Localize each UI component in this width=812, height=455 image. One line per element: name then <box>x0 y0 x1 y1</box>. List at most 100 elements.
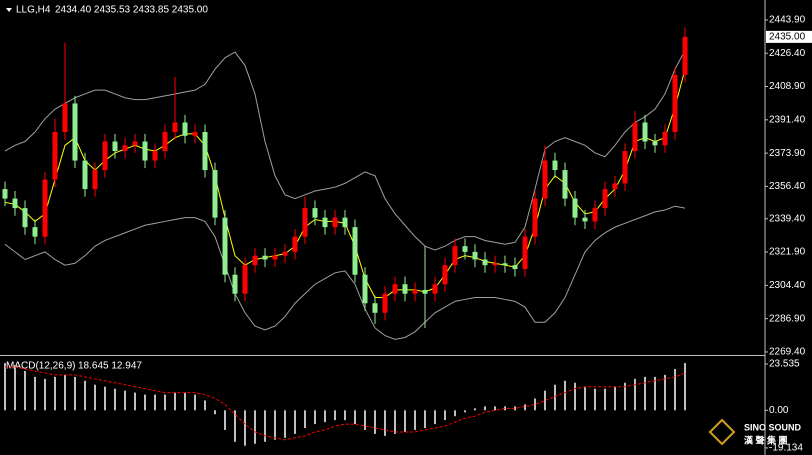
candle-body <box>252 255 258 266</box>
candle-body <box>362 274 368 304</box>
candle-body <box>122 145 128 152</box>
macd-bar <box>664 374 666 411</box>
candle-body <box>202 132 208 171</box>
candle-body <box>682 36 688 75</box>
candle-body <box>262 255 268 260</box>
candle-body <box>672 74 678 133</box>
macd-bar <box>284 410 286 438</box>
menu-arrow <box>6 8 12 12</box>
macd-bar <box>414 410 416 430</box>
candle-body <box>112 141 118 152</box>
macd-bar <box>194 394 196 411</box>
macd-bar <box>634 378 636 411</box>
bollinger-band <box>4 205 686 340</box>
candle-body <box>632 122 638 152</box>
logo: SINO SOUND 漢 聲 集 團 <box>708 418 802 446</box>
candle-body <box>182 122 188 136</box>
candle-body <box>42 179 48 237</box>
candle-body <box>592 208 598 222</box>
macd-bar <box>334 410 336 421</box>
macd-bar <box>114 388 116 411</box>
candle-body <box>612 183 618 190</box>
candle-body <box>652 141 658 146</box>
y-tick-label: 2321.90 <box>769 247 806 258</box>
candle-body <box>432 284 438 294</box>
current-price-box <box>766 30 812 43</box>
macd-values: 18.645 12.947 <box>78 361 142 372</box>
macd-bar <box>24 370 26 411</box>
macd-bar <box>174 392 176 411</box>
macd-bar <box>494 406 496 411</box>
macd-bar <box>684 363 686 411</box>
candle-body <box>92 170 98 190</box>
logo-subtitle: 漢 聲 集 團 <box>744 434 788 445</box>
y-tick-label: 2339.40 <box>769 213 806 224</box>
candle-body <box>462 246 468 252</box>
macd-bar <box>34 376 36 411</box>
candle-body <box>102 141 108 171</box>
macd-bar <box>44 378 46 411</box>
candle-body <box>292 236 298 252</box>
macd-bar <box>124 390 126 411</box>
candle-body <box>322 217 328 228</box>
candle-body <box>82 160 88 190</box>
y-tick-label: 2373.90 <box>769 148 806 159</box>
candle-body <box>12 198 18 209</box>
y-tick-label: 2426.40 <box>769 48 806 59</box>
candle-body <box>312 208 318 218</box>
candle-body <box>412 289 418 294</box>
macd-bar <box>274 410 276 440</box>
macd-bar <box>384 410 386 436</box>
macd-bar <box>84 380 86 411</box>
candle-body <box>162 132 168 152</box>
candle-body <box>532 198 538 237</box>
macd-bar <box>304 410 306 429</box>
candle-body <box>372 303 378 313</box>
candle-body <box>302 208 308 237</box>
y-tick-label: 2443.90 <box>769 15 806 26</box>
macd-bar <box>154 394 156 411</box>
macd-bar <box>514 406 516 411</box>
macd-bar <box>624 382 626 411</box>
macd-bar <box>474 408 476 411</box>
macd-bar <box>344 410 346 421</box>
macd-bar <box>214 410 216 415</box>
candle-body <box>542 160 548 199</box>
macd-bar <box>354 410 356 425</box>
macd-bar <box>64 374 66 411</box>
macd-bar <box>164 394 166 411</box>
candle-body <box>422 289 428 294</box>
macd-bar <box>204 400 206 411</box>
y-tick-label: 2408.90 <box>769 81 806 92</box>
candle-body <box>642 122 648 142</box>
candle-body <box>222 217 228 275</box>
macd-bar <box>584 386 586 411</box>
y-tick-label: 2391.40 <box>769 114 806 125</box>
candle-body <box>282 251 288 256</box>
macd-bar <box>324 410 326 423</box>
candle-body <box>662 132 668 146</box>
candle-body <box>32 227 38 237</box>
candle-body <box>142 141 148 161</box>
macd-bar <box>184 392 186 411</box>
macd-bar <box>424 410 426 429</box>
macd-title: MACD(12,26,9) <box>6 361 75 372</box>
macd-bar <box>294 410 296 434</box>
bollinger-band <box>4 49 686 251</box>
candle-body <box>62 103 68 133</box>
y-tick-label: 2286.90 <box>769 313 806 324</box>
candle-body <box>562 170 568 199</box>
macd-bar <box>134 392 136 411</box>
candle-body <box>212 170 218 218</box>
candle-body <box>392 284 398 294</box>
logo-name: SINO SOUND <box>744 422 802 432</box>
macd-bar <box>504 406 506 411</box>
macd-bar <box>144 394 146 411</box>
candle-body <box>522 236 528 269</box>
macd-bar <box>674 368 676 411</box>
candle-body <box>452 246 458 266</box>
macd-bar <box>314 410 316 425</box>
macd-bar <box>104 386 106 411</box>
